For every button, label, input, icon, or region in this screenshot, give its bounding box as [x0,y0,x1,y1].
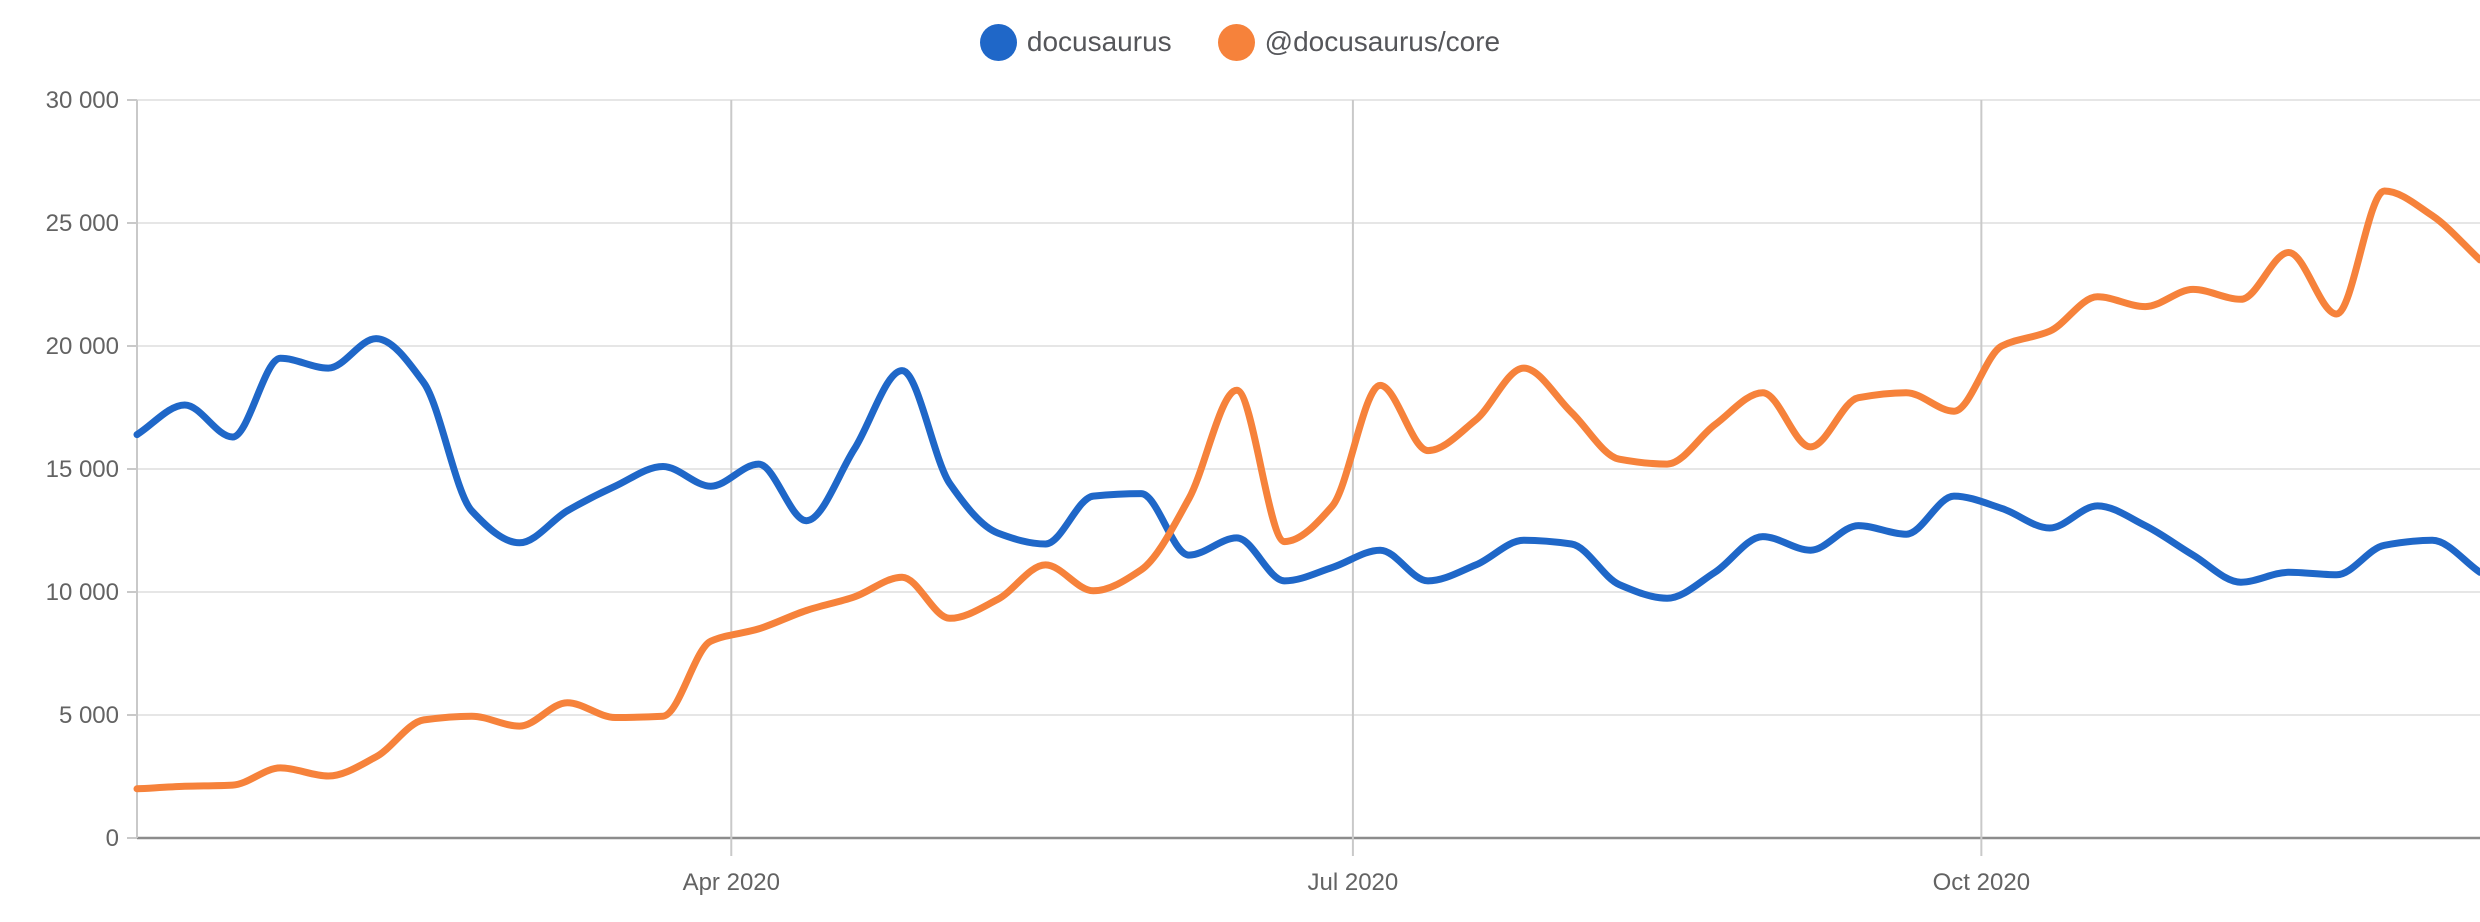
y-axis-tick-label: 25 000 [46,210,119,237]
y-axis-tick-label: 15 000 [46,456,119,483]
legend-dot-docusaurus-icon [979,23,1017,61]
x-axis-tick-label: Jul 2020 [1308,869,1399,896]
x-axis-tick-label: Apr 2020 [683,869,780,896]
series-line-docusaurus[interactable] [133,335,2480,602]
y-axis-tick-label: 30 000 [46,87,119,114]
y-axis-tick-label: 10 000 [46,579,119,606]
legend-dot-docusaurus-core-icon [1217,23,1255,61]
series-line-docusaurus-core[interactable] [133,187,2480,793]
chart-legend: docusaurus @docusaurus/core [0,0,2480,84]
y-axis-tick-label: 5 000 [59,702,119,729]
y-axis-tick-label: 0 [106,825,119,852]
legend-item-docusaurus[interactable]: docusaurus [979,23,1172,61]
legend-label-docusaurus: docusaurus [1026,26,1172,57]
y-axis-tick-label: 20 000 [46,333,119,360]
legend-item-docusaurus-core[interactable]: @docusaurus/core [1217,23,1501,61]
legend-label-docusaurus-core: @docusaurus/core [1264,26,1501,57]
x-axis-tick-label: Oct 2020 [1933,869,2030,896]
